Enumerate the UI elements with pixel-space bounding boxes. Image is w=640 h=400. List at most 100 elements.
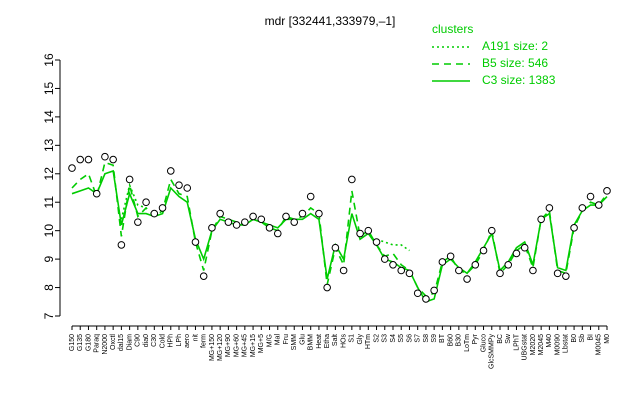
x-tick-label: MG+5 — [258, 334, 265, 353]
x-tick-label: dal15 — [118, 334, 125, 351]
x-tick-label: C30 — [151, 334, 158, 347]
x-tick-label: MG+90 — [225, 334, 232, 357]
x-tick-label: G135 — [77, 334, 84, 351]
x-tick-label: MG+120 — [217, 334, 224, 361]
x-tick-label: nit — [192, 334, 199, 341]
y-tick-label: 16 — [42, 53, 56, 67]
data-point — [265, 224, 274, 232]
data-point — [191, 238, 200, 246]
x-tick-label: S2 — [373, 334, 380, 343]
x-tick-label: MG+60 — [233, 334, 240, 357]
data-point — [331, 243, 340, 252]
data-point — [463, 275, 471, 283]
data-point — [603, 187, 611, 195]
data-point — [216, 209, 224, 218]
data-point — [380, 255, 389, 263]
x-tick-label: BC — [497, 334, 504, 344]
x-tick-label: G180 — [85, 334, 92, 351]
x-tick-label: Etha — [324, 334, 331, 349]
data-point — [224, 218, 233, 226]
data-point — [372, 238, 381, 246]
x-tick-label: S5 — [398, 334, 405, 343]
data-point — [339, 266, 348, 275]
data-point — [134, 218, 142, 226]
data-point — [496, 269, 504, 278]
data-point — [249, 212, 257, 221]
x-tick-label: BMM — [308, 334, 315, 351]
legend-label: B5 size: 546 — [482, 56, 548, 70]
data-point — [553, 269, 562, 278]
x-tick-label: LPhT — [513, 333, 520, 350]
x-tick-label: HPh — [168, 334, 175, 348]
data-point — [471, 261, 480, 269]
series-line — [71, 169, 608, 303]
x-tick-label: Pyr — [472, 333, 479, 344]
data-point — [455, 266, 463, 275]
x-tick-label: S3 — [382, 334, 389, 343]
x-tick-label: Oxctl — [110, 334, 117, 350]
x-tick-label: UBGstat — [522, 334, 529, 361]
x-tick-label: M0045 — [596, 334, 603, 356]
x-tick-label: M2020 — [530, 334, 537, 356]
data-point — [438, 258, 447, 266]
y-tick-label: 14 — [42, 110, 56, 124]
data-point — [479, 246, 488, 255]
x-tick-label: M/G — [266, 334, 273, 347]
x-tick-label: Fru — [283, 334, 290, 345]
data-point — [257, 215, 266, 224]
data-point — [389, 261, 397, 269]
x-tick-label: G150 — [69, 334, 76, 351]
y-tick-label: 9 — [42, 255, 56, 262]
data-point — [397, 266, 406, 275]
x-tick-label: LPh — [176, 334, 183, 347]
data-point — [150, 209, 159, 218]
data-point — [422, 295, 430, 303]
data-point — [158, 204, 167, 212]
x-tick-label: MG+45 — [242, 334, 249, 357]
data-point — [315, 209, 323, 218]
data-point — [323, 283, 331, 292]
data-point — [306, 192, 315, 201]
x-tick-label: Salt — [332, 334, 339, 346]
x-tick-label: Glu — [299, 334, 306, 345]
x-tick-label: BT — [439, 333, 446, 343]
x-tick-label: N2000 — [102, 334, 109, 355]
legend-label: C3 size: 1383 — [482, 73, 556, 87]
x-tick-label: M2045 — [538, 334, 545, 356]
data-point — [570, 224, 578, 232]
data-point — [68, 164, 76, 172]
y-tick-label: 12 — [42, 167, 56, 181]
data-point — [84, 155, 93, 164]
data-point — [76, 155, 85, 164]
x-tick-label: M40 — [546, 334, 553, 348]
data-point — [430, 286, 438, 295]
data-point — [175, 181, 183, 189]
x-tick-label: HTm — [365, 334, 372, 349]
data-point — [282, 212, 290, 221]
y-tick-label: 10 — [42, 224, 56, 238]
x-tick-label: S8 — [423, 334, 430, 343]
y-tick-label: 15 — [42, 81, 56, 95]
y-tick-label: 13 — [42, 138, 56, 152]
x-tick-label: S7 — [415, 334, 422, 343]
data-point — [125, 175, 134, 184]
data-point — [199, 272, 208, 280]
x-tick-label: BI — [587, 334, 594, 341]
data-point — [504, 261, 513, 269]
data-point — [586, 192, 595, 201]
x-tick-label: Lbstat — [563, 334, 570, 353]
x-tick-label: MG+150 — [209, 334, 216, 361]
x-tick-label: Diam — [126, 334, 133, 351]
x-tick-label: MG+15 — [250, 334, 257, 357]
x-tick-label: Paraq — [94, 334, 101, 353]
data-point — [348, 175, 356, 184]
data-point — [232, 221, 241, 229]
x-tick-label: Sw — [505, 333, 512, 344]
data-point — [273, 229, 282, 238]
data-point — [208, 224, 216, 232]
x-tick-label: aero — [184, 334, 191, 348]
data-point — [117, 241, 126, 249]
data-point — [109, 155, 117, 164]
x-tick-label: Sb — [579, 334, 586, 343]
